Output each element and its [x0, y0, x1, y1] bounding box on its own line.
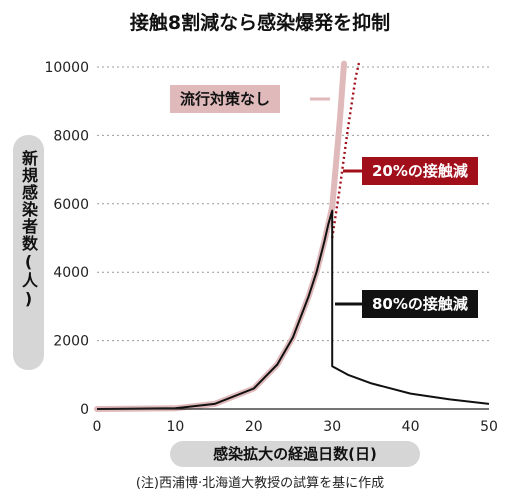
- y-tick-label: 0: [80, 402, 89, 418]
- y-tick-label: 8000: [53, 128, 89, 144]
- y-tick-labels: 0 2000 4000 6000 8000 10000: [44, 60, 89, 418]
- series-no-measures-line: [94, 60, 347, 412]
- y-tick-label: 4000: [53, 265, 89, 281]
- series-20pct-reduction-line: [331, 59, 361, 239]
- chart-title: 接触8割減なら感染爆発を抑制: [129, 12, 391, 34]
- series-80pct-reduction-line: [96, 209, 490, 410]
- y-tick-label: 2000: [53, 334, 89, 350]
- x-axis-label-background: [170, 441, 420, 467]
- x-axis-label: 感染拡大の経過日数(日): [213, 445, 377, 463]
- x-tick-label: 40: [402, 419, 420, 435]
- legend-80pct-reduction: 80%の接触減: [362, 290, 478, 318]
- y-axis-label: 新規感染者数(人): [19, 150, 38, 309]
- x-tick-label: 50: [480, 419, 498, 435]
- y-axis-label-background: [13, 135, 44, 370]
- legend-20pct-reduction: 20%の接触減: [362, 157, 478, 185]
- x-tick-label: 10: [166, 419, 184, 435]
- x-tick-labels: 0 10 20 30 40 50: [93, 419, 498, 435]
- x-tick-label: 0: [93, 419, 102, 435]
- legend-no-measures: 流行対策なし: [170, 85, 281, 113]
- y-tick-label: 6000: [53, 197, 89, 213]
- x-tick-label: 20: [245, 419, 263, 435]
- source-note: (注)西浦博·北海道大教授の試算を基に作成: [135, 476, 385, 491]
- series-lines: [94, 59, 490, 412]
- y-tick-label: 10000: [44, 60, 89, 76]
- x-tick-label: 30: [323, 419, 341, 435]
